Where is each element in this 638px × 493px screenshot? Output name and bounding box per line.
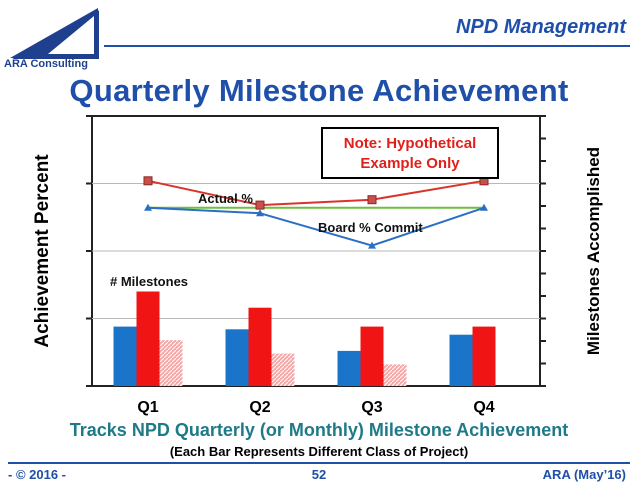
line-red [147,179,485,207]
note-line-1: Note: Hypothetical [344,135,477,152]
footer-copyright: - © 2016 - [8,467,66,482]
bar-blue-q3 [337,350,361,386]
x-tick-label-q1: Q1 [137,399,158,416]
left-axis-ticks [86,115,92,387]
actual-percent-annotation: Actual % [198,191,253,206]
slide-title: Quarterly Milestone Achievement [69,73,569,108]
line-blue [147,206,485,247]
marker-blue-q1 [144,203,152,211]
marker-blue-q4 [480,203,488,211]
board-commit-annotation: Board % Commit [318,220,423,235]
right-axis-label: Milestones Accomplished [584,147,603,355]
note-box [321,127,499,179]
bar-pink-q3 [383,364,407,386]
marker-red-q1 [143,176,153,186]
right-axis-ticks [540,115,546,387]
bar-blue-q1 [113,326,137,386]
slide-subnote: (Each Bar Represents Different Class of … [169,444,469,459]
ara-logo [8,6,100,60]
bar-blue-q2 [225,329,249,386]
milestone-chart: Q1 Q2 Q3 Q4 Achievement Percent Milestones … [32,115,603,416]
footer-page-number: 52 [311,467,327,482]
x-tick-label-q3: Q3 [361,399,382,416]
bar-red-q1 [136,291,160,386]
x-tick-label-q2: Q2 [249,399,270,416]
marker-blue-q3 [368,241,376,249]
footer-version: ARA (May’16) [542,467,626,482]
marker-blue-q2 [256,209,264,217]
marker-red-q3 [367,195,377,205]
left-axis-label: Achievement Percent [32,154,53,348]
x-tick-label-q4: Q4 [473,399,494,416]
x-axis-labels: Q1 Q2 Q3 Q4 [137,399,494,416]
logo-caption: ARA Consulting [4,58,88,70]
slide-subtitle: Tracks NPD Quarterly (or Monthly) Milest… [69,420,569,440]
bar-red-q2 [248,307,272,386]
section-title: NPD Management [455,16,626,38]
header-divider [104,45,630,47]
milestones-annotation: # Milestones [110,274,188,289]
footer-divider [8,462,630,464]
bars [113,291,496,386]
bar-blue-q4 [449,334,473,386]
bar-red-q4 [472,326,496,386]
note-line-2: Example Only [360,155,460,172]
bar-pink-q1 [159,340,183,386]
bar-pink-q2 [271,353,295,386]
lines [143,176,489,249]
bar-red-q3 [360,326,384,386]
marker-red-q2 [255,200,265,210]
